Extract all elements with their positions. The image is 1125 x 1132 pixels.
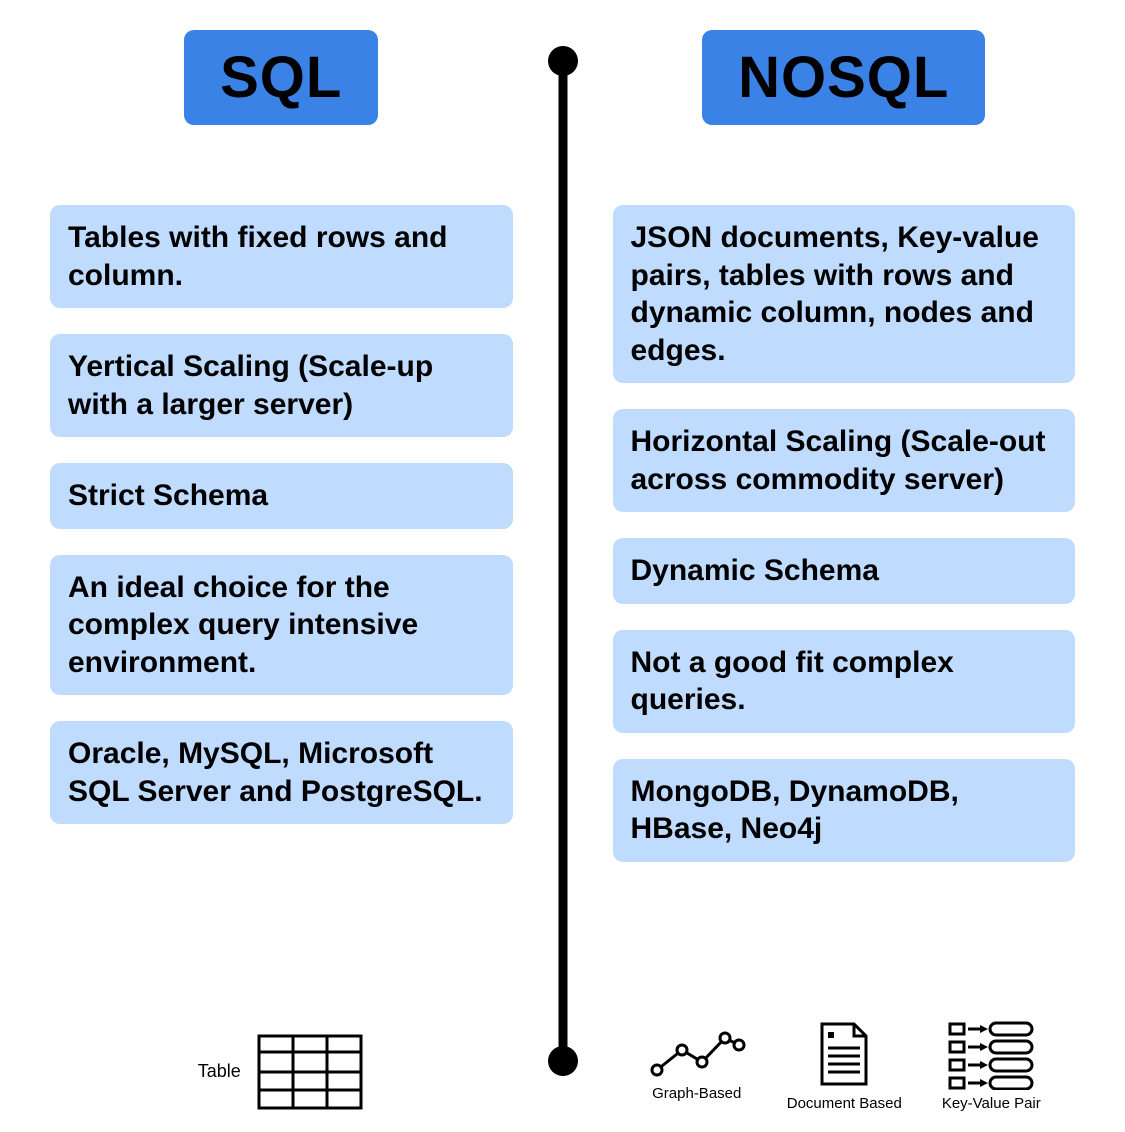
document-icon xyxy=(814,1020,874,1090)
nosql-item: JSON documents, Key-value pairs, tables … xyxy=(613,205,1076,383)
sql-item: Yertical Scaling (Scale-up with a larger… xyxy=(50,334,513,437)
document-icon-label: Document Based xyxy=(787,1096,902,1113)
sql-item: An ideal choice for the complex query in… xyxy=(50,555,513,696)
graph-icon-block: Graph-Based xyxy=(647,1020,747,1103)
sql-icons-row: Table xyxy=(50,1022,513,1112)
nosql-item: Horizontal Scaling (Scale-out across com… xyxy=(613,409,1076,512)
sql-item: Strict Schema xyxy=(50,463,513,529)
keyvalue-icon-label: Key-Value Pair xyxy=(942,1096,1041,1113)
sql-header: SQL xyxy=(184,30,378,125)
table-icon-label: Table xyxy=(198,1062,241,1082)
keyvalue-icon xyxy=(946,1020,1036,1090)
nosql-header: NOSQL xyxy=(702,30,985,125)
sql-item: Oracle, MySQL, Microsoft SQL Server and … xyxy=(50,721,513,824)
nosql-column: NOSQL JSON documents, Key-value pairs, t… xyxy=(563,30,1086,1112)
table-icon xyxy=(255,1032,365,1112)
table-icon-block: Table xyxy=(198,1032,365,1112)
nosql-item: Dynamic Schema xyxy=(613,538,1076,604)
comparison-container: SQL Tables with fixed rows and column. Y… xyxy=(0,0,1125,1132)
graph-icon-label: Graph-Based xyxy=(652,1086,741,1103)
nosql-icons-row: Graph-Based Document Based xyxy=(613,1010,1076,1113)
document-icon-block: Document Based xyxy=(787,1020,902,1113)
graph-icon xyxy=(647,1020,747,1080)
center-divider xyxy=(558,50,567,1072)
nosql-item: MongoDB, DynamoDB, HBase, Neo4j xyxy=(613,759,1076,862)
sql-item: Tables with fixed rows and column. xyxy=(50,205,513,308)
keyvalue-icon-block: Key-Value Pair xyxy=(942,1020,1041,1113)
sql-column: SQL Tables with fixed rows and column. Y… xyxy=(40,30,563,1112)
nosql-item: Not a good fit complex queries. xyxy=(613,630,1076,733)
